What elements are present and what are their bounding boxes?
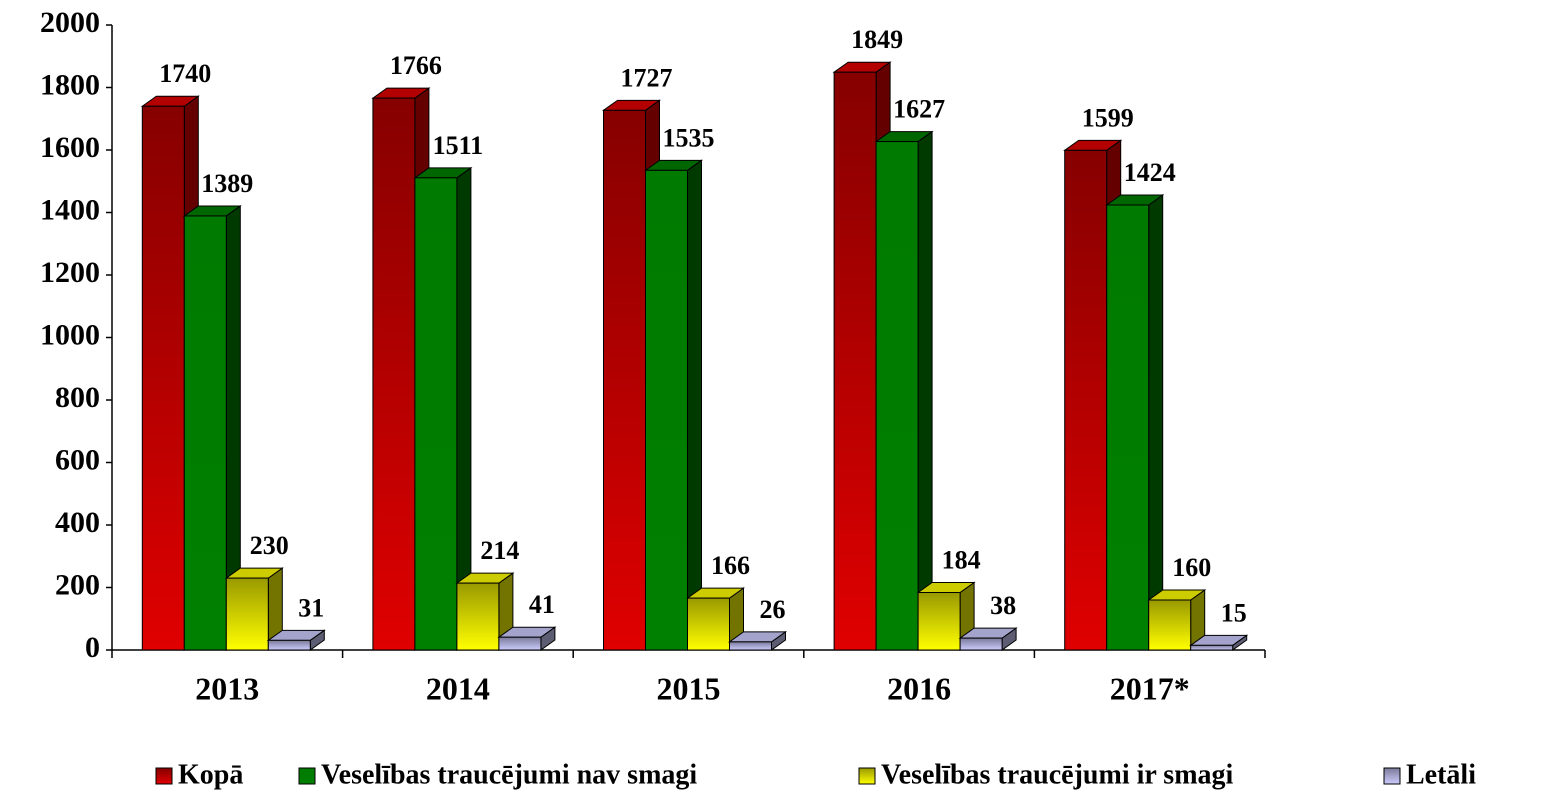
bar <box>1189 634 1249 651</box>
bar <box>413 166 473 651</box>
bar-front <box>183 215 227 651</box>
x-tick-label: 2013 <box>195 670 259 706</box>
bar-front <box>833 71 877 651</box>
y-tick-label: 1400 <box>40 193 100 226</box>
bar-front <box>875 141 919 651</box>
bar-side <box>687 159 702 651</box>
bar <box>224 567 284 651</box>
bar <box>958 627 1018 651</box>
data-label: 214 <box>480 536 519 565</box>
y-tick-label: 600 <box>55 443 100 476</box>
bar-front <box>498 636 542 651</box>
bar <box>1105 194 1165 651</box>
legend-swatch <box>858 767 876 785</box>
data-label: 1511 <box>433 131 484 160</box>
bar-front <box>414 177 458 651</box>
bar-front <box>225 577 269 651</box>
x-tick-label: 2014 <box>426 670 490 706</box>
bar-front <box>456 582 500 651</box>
x-tick-label: 2016 <box>887 670 951 706</box>
data-label: 1849 <box>851 25 903 54</box>
data-label: 1627 <box>893 95 945 124</box>
data-label: 1424 <box>1124 158 1176 187</box>
bar <box>497 626 557 651</box>
data-label: 1599 <box>1082 103 1134 132</box>
bar-front <box>687 597 730 651</box>
y-tick-label: 1000 <box>40 318 100 351</box>
bar-front <box>141 105 185 651</box>
legend-label: Letāli <box>1406 759 1476 790</box>
y-tick-label: 1600 <box>40 131 100 164</box>
data-label: 166 <box>711 551 750 580</box>
bar-front <box>1148 599 1192 651</box>
data-label: 26 <box>760 595 786 624</box>
y-tick-label: 200 <box>55 568 100 601</box>
bar-front <box>1064 149 1108 651</box>
legend-label: Veselības traucējumi ir smagi <box>881 759 1234 790</box>
data-label: 31 <box>298 593 324 622</box>
x-tick-label: 2017* <box>1110 670 1190 706</box>
bar-front <box>729 641 772 651</box>
y-tick-label: 400 <box>55 506 100 539</box>
bar <box>643 159 704 651</box>
data-label: 1389 <box>201 169 253 198</box>
bar-side <box>1148 194 1164 651</box>
data-label: 41 <box>529 590 555 619</box>
data-label: 1535 <box>663 123 715 152</box>
bar-front <box>959 637 1003 651</box>
bar-front <box>1106 204 1150 651</box>
bar-side <box>917 130 933 651</box>
data-label: 230 <box>250 531 289 560</box>
x-tick-label: 2015 <box>657 670 721 706</box>
data-label: 15 <box>1221 598 1247 627</box>
bar-front <box>917 592 961 651</box>
data-label: 1727 <box>621 63 673 92</box>
bar <box>266 629 326 651</box>
bar-front <box>1190 644 1234 651</box>
bar <box>727 630 788 651</box>
data-label: 1766 <box>390 51 442 80</box>
bar-front <box>267 639 311 651</box>
data-label: 1740 <box>159 59 211 88</box>
y-tick-label: 800 <box>55 381 100 414</box>
bar-front <box>645 169 688 651</box>
legend-label: Kopā <box>178 759 243 790</box>
legend-swatch <box>155 767 173 785</box>
bar-front <box>603 109 646 651</box>
bar <box>455 572 515 651</box>
legend-label: Veselības traucējumi nav smagi <box>321 759 697 790</box>
bar-front <box>372 97 416 651</box>
data-label: 184 <box>942 545 981 574</box>
data-label: 160 <box>1172 553 1211 582</box>
legend-swatch <box>1383 767 1401 785</box>
y-tick-label: 1200 <box>40 256 100 289</box>
bar <box>1147 589 1207 651</box>
legend-swatch <box>298 767 316 785</box>
y-tick-label: 2000 <box>40 6 100 39</box>
bar <box>182 204 242 651</box>
data-label: 38 <box>990 591 1016 620</box>
y-tick-label: 0 <box>85 631 100 664</box>
y-tick-label: 1800 <box>40 68 100 101</box>
bar <box>874 130 934 651</box>
